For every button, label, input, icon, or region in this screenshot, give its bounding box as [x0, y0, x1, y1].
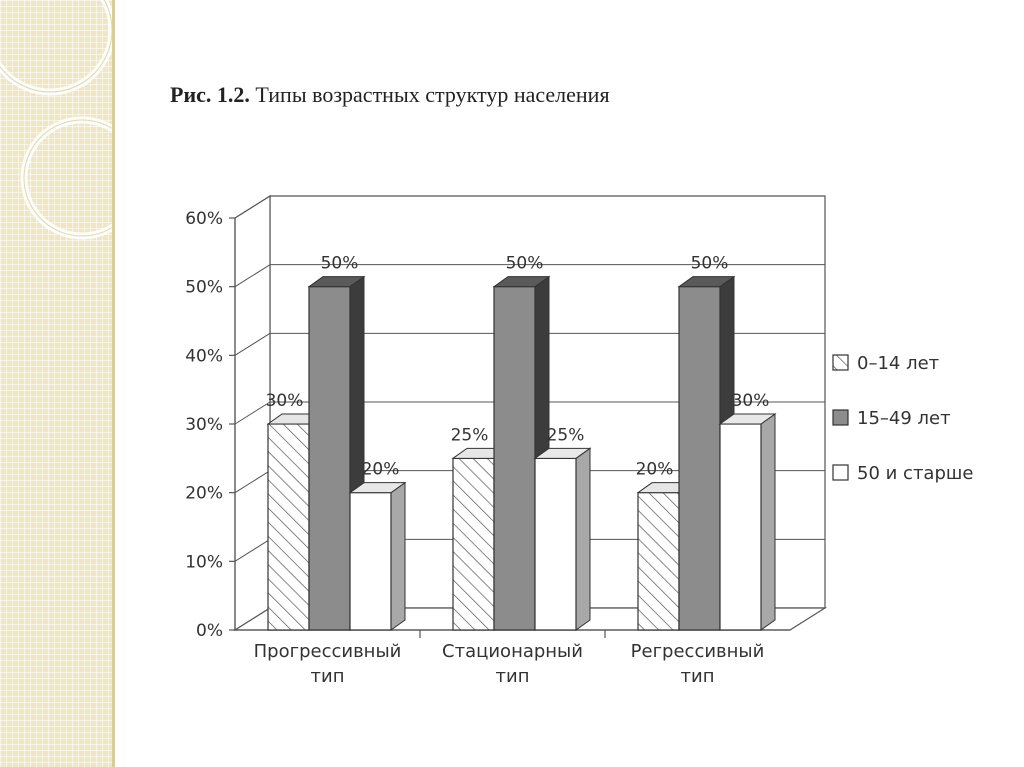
bar [308, 286, 351, 631]
grid-line-side [234, 264, 271, 288]
bar [452, 457, 495, 631]
data-label: 50% [506, 254, 544, 274]
grid-line-side [234, 470, 271, 494]
bar-top [677, 276, 736, 288]
bar [534, 457, 577, 631]
bar-side [390, 481, 406, 631]
category-label: тип [681, 666, 715, 687]
data-label: 30% [266, 391, 304, 411]
bar [719, 423, 762, 631]
legend-label: 15–49 лет [857, 408, 951, 429]
grid-line-side [234, 401, 271, 425]
category-label: тип [496, 666, 530, 687]
bar [349, 492, 392, 631]
data-label: 50% [321, 254, 359, 274]
legend-swatch [832, 464, 849, 481]
data-label: 25% [451, 425, 489, 445]
y-tick-label: 60% [185, 209, 223, 229]
bar-top [348, 482, 407, 494]
category-label: тип [311, 666, 345, 687]
data-label: 50% [691, 254, 729, 274]
category-label: Стационарный [442, 641, 583, 662]
y-tick-label: 40% [185, 346, 223, 366]
category-label: Прогрессивный [254, 641, 402, 662]
decorative-circles [0, 0, 112, 240]
legend-swatch [832, 354, 849, 371]
legend-label: 50 и старше [857, 463, 973, 484]
grid-line-side [234, 332, 271, 356]
figure-title: Типы возрастных структур населения [255, 82, 610, 107]
bar [267, 423, 310, 631]
bar-top [718, 413, 777, 425]
data-label: 20% [636, 460, 674, 480]
y-tick-label: 30% [185, 415, 223, 435]
bar-top [533, 447, 592, 459]
figure-caption: Рис. 1.2. Типы возрастных структур насел… [170, 82, 610, 108]
legend-label: 0–14 лет [857, 353, 939, 374]
y-tick-label: 10% [185, 552, 223, 572]
y-tick-label: 50% [185, 278, 223, 298]
bar-side [575, 447, 591, 631]
data-label: 25% [547, 425, 585, 445]
bar [493, 286, 536, 631]
grid-line-side [234, 538, 271, 562]
bar-top [492, 276, 551, 288]
bar [637, 492, 680, 631]
category-label: Регрессивный [631, 641, 765, 662]
grid-line-side [234, 195, 271, 219]
figure-number: Рис. 1.2. [170, 82, 250, 107]
data-label: 30% [732, 391, 770, 411]
bar-side [760, 413, 776, 631]
data-label: 20% [362, 460, 400, 480]
decorative-side-panel [0, 0, 115, 767]
bar-top [307, 276, 366, 288]
y-tick-label: 0% [196, 621, 223, 641]
y-tick-label: 20% [185, 484, 223, 504]
legend-swatch [832, 409, 849, 426]
bar [678, 286, 721, 631]
